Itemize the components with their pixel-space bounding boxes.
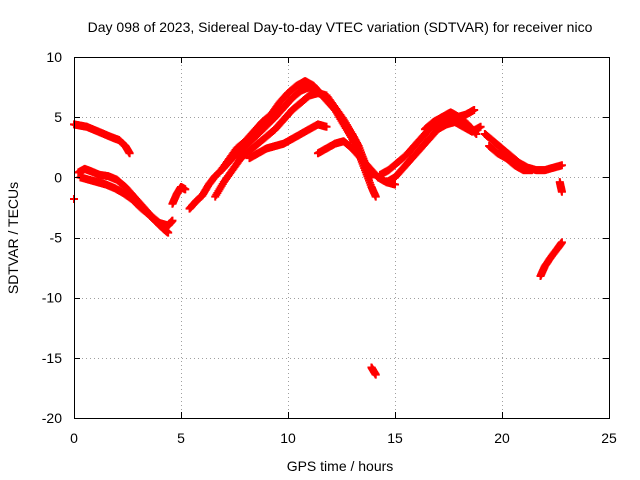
series-arc-9 <box>245 120 331 163</box>
y-tick-label: -10 <box>42 290 62 306</box>
series-arc-5 <box>168 182 190 208</box>
y-tick-labels: -20 -15 -10 -5 0 5 10 <box>42 49 62 426</box>
chart-title: Day 098 of 2023, Sidereal Day-to-day VTE… <box>88 19 593 35</box>
x-axis-label: GPS time / hours <box>287 458 394 474</box>
series-arc-17 <box>555 178 566 196</box>
data-point <box>164 228 173 237</box>
data-point <box>470 105 479 114</box>
y-tick-label: -5 <box>50 230 63 246</box>
series-arc-11 <box>367 363 380 379</box>
data-point <box>557 161 566 170</box>
series-arc-8 <box>215 77 335 177</box>
data-point <box>471 128 480 137</box>
data-point <box>322 122 331 131</box>
x-tick-label: 10 <box>280 430 296 446</box>
data-point <box>326 98 335 107</box>
axis-ticks <box>74 57 610 419</box>
y-tick-label: 5 <box>54 109 62 125</box>
series-arc-10 <box>313 137 399 189</box>
x-tick-label: 20 <box>494 430 510 446</box>
x-tick-label: 15 <box>387 430 403 446</box>
data-point <box>371 370 380 379</box>
data-point <box>472 130 481 139</box>
data-point <box>476 122 485 131</box>
y-tick-label: -20 <box>42 410 62 426</box>
y-tick-label: -15 <box>42 350 62 366</box>
data-point <box>557 238 566 247</box>
data-points <box>70 77 566 379</box>
y-tick-label: 0 <box>54 169 62 185</box>
data-point <box>181 185 190 194</box>
series-arc-7 <box>211 89 376 201</box>
data-point <box>527 166 536 175</box>
x-tick-label: 5 <box>177 430 185 446</box>
series-arc-16 <box>485 142 536 175</box>
series-arc-14 <box>420 108 481 139</box>
data-point <box>391 180 399 189</box>
x-tick-labels: 0 5 10 15 20 25 <box>70 430 617 446</box>
series-arc-3 <box>76 173 173 237</box>
data-point <box>125 149 134 158</box>
x-tick-label: 25 <box>601 430 617 446</box>
data-point <box>557 187 566 196</box>
series-arc-18 <box>536 238 566 281</box>
data-point <box>168 216 177 225</box>
x-tick-label: 0 <box>70 430 78 446</box>
data-point <box>371 192 380 201</box>
y-tick-label: 10 <box>46 49 62 65</box>
series-arc-1 <box>70 120 134 158</box>
y-axis-label: SDTVAR / TECUs <box>5 182 21 294</box>
